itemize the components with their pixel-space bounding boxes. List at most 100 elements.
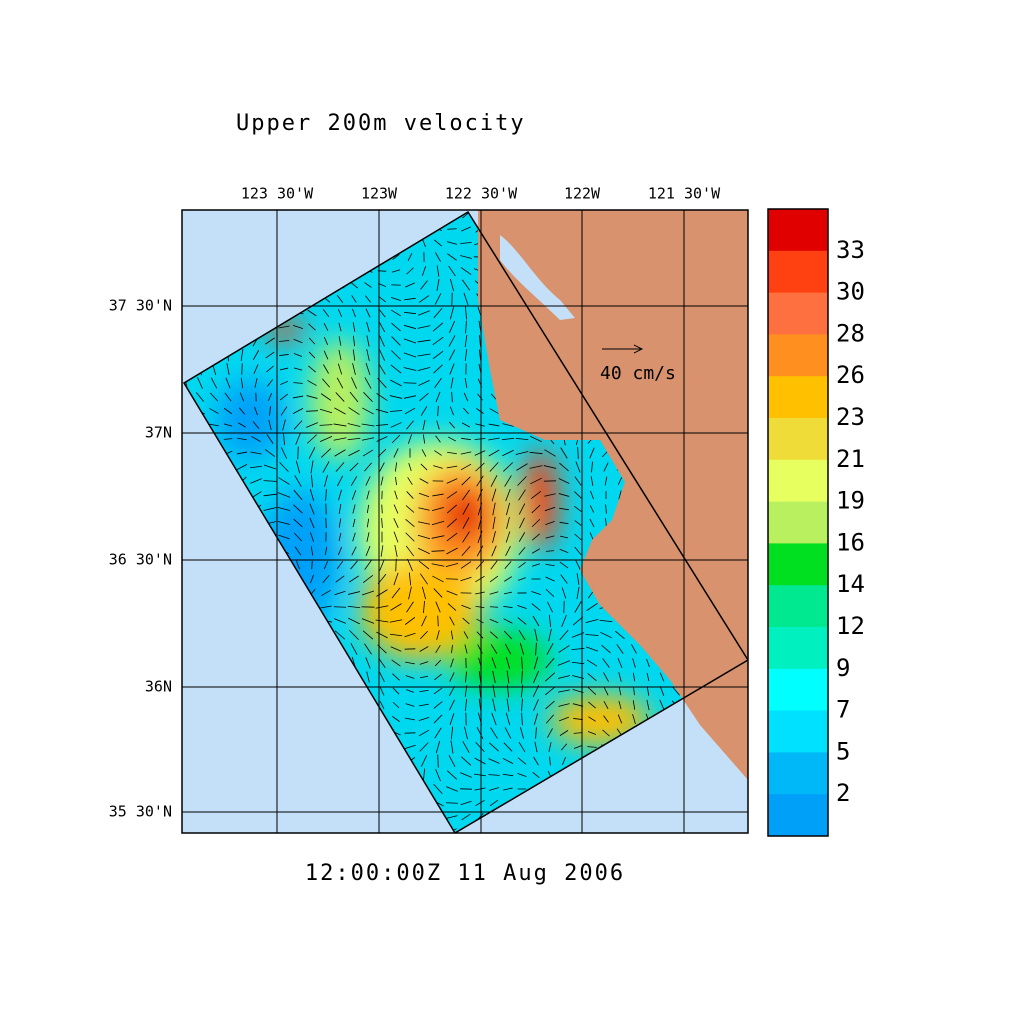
vector <box>646 699 650 711</box>
vector <box>521 656 523 670</box>
vector <box>462 741 470 753</box>
vector <box>408 572 412 586</box>
vector <box>433 714 443 724</box>
vector <box>561 587 567 599</box>
vector <box>515 437 529 441</box>
vector <box>352 532 356 542</box>
vector <box>238 407 246 415</box>
vector <box>324 474 328 488</box>
vector <box>518 562 526 568</box>
vector <box>488 437 500 441</box>
colorbar-label: 16 <box>836 528 865 556</box>
vector <box>479 335 481 347</box>
vector <box>238 422 246 428</box>
vector <box>547 601 553 613</box>
vector <box>632 672 636 682</box>
vector <box>600 631 612 639</box>
vector <box>615 630 625 640</box>
vector <box>476 545 484 557</box>
vector <box>390 364 402 374</box>
vector <box>323 336 329 346</box>
vector <box>590 476 594 486</box>
vector <box>531 591 541 595</box>
vector <box>319 424 333 426</box>
vector <box>506 670 510 684</box>
vector <box>350 560 358 570</box>
vector <box>449 672 455 682</box>
vector <box>322 378 330 388</box>
vector <box>545 576 555 582</box>
vector <box>535 727 537 739</box>
vector <box>309 517 315 529</box>
vector <box>267 392 273 402</box>
vector <box>431 535 445 539</box>
vector <box>379 462 385 472</box>
colorbar-label: 23 <box>836 403 865 431</box>
vector <box>450 658 454 668</box>
vector <box>559 535 569 539</box>
vector <box>545 588 555 598</box>
vector <box>334 630 346 640</box>
vector <box>601 644 611 654</box>
vector <box>418 379 430 387</box>
vector <box>268 419 272 431</box>
vector <box>585 619 599 623</box>
vector <box>446 786 458 792</box>
vector <box>505 488 511 502</box>
vector <box>602 729 610 737</box>
vector <box>308 365 316 373</box>
vector <box>516 463 528 471</box>
vector <box>504 727 512 739</box>
vector <box>347 437 361 441</box>
vector <box>503 618 513 624</box>
vector <box>350 281 358 289</box>
vector <box>417 339 431 343</box>
colorbar-swatch <box>768 250 828 294</box>
vector <box>434 378 442 388</box>
vector <box>393 504 399 514</box>
vector <box>489 631 499 639</box>
vector <box>465 671 467 683</box>
vector <box>475 799 485 807</box>
vector <box>631 644 637 654</box>
vector <box>293 504 303 514</box>
vector <box>586 646 598 652</box>
vector <box>407 558 413 572</box>
colorbar-swatch <box>768 334 828 377</box>
colorbar-swatch <box>768 209 828 252</box>
vector <box>338 518 342 528</box>
vector <box>306 395 318 399</box>
vector <box>264 449 276 457</box>
vector <box>446 478 458 484</box>
vector <box>504 475 512 487</box>
vector <box>293 420 303 430</box>
vector <box>462 531 470 543</box>
vector <box>559 730 569 736</box>
vector <box>603 715 609 723</box>
vector <box>475 423 485 427</box>
vector <box>433 588 443 598</box>
vector <box>559 629 569 641</box>
colorbar-label: 2 <box>836 779 850 807</box>
vector <box>352 335 356 347</box>
vector <box>306 422 318 428</box>
vector <box>434 450 442 456</box>
colorbar-label: 28 <box>836 319 865 347</box>
vector <box>333 423 347 427</box>
vector <box>488 787 500 791</box>
vector <box>475 591 485 595</box>
vector <box>404 617 416 625</box>
vector <box>310 460 314 474</box>
title: Upper 200m velocity <box>236 111 526 136</box>
vector <box>449 306 455 320</box>
vector <box>450 740 454 754</box>
vector <box>295 560 301 570</box>
vector <box>474 757 486 765</box>
vector <box>417 325 431 329</box>
vector <box>462 489 470 501</box>
vector <box>335 575 345 583</box>
vector <box>279 354 289 356</box>
vector <box>435 391 441 403</box>
vector <box>559 548 569 554</box>
vector <box>559 521 569 525</box>
